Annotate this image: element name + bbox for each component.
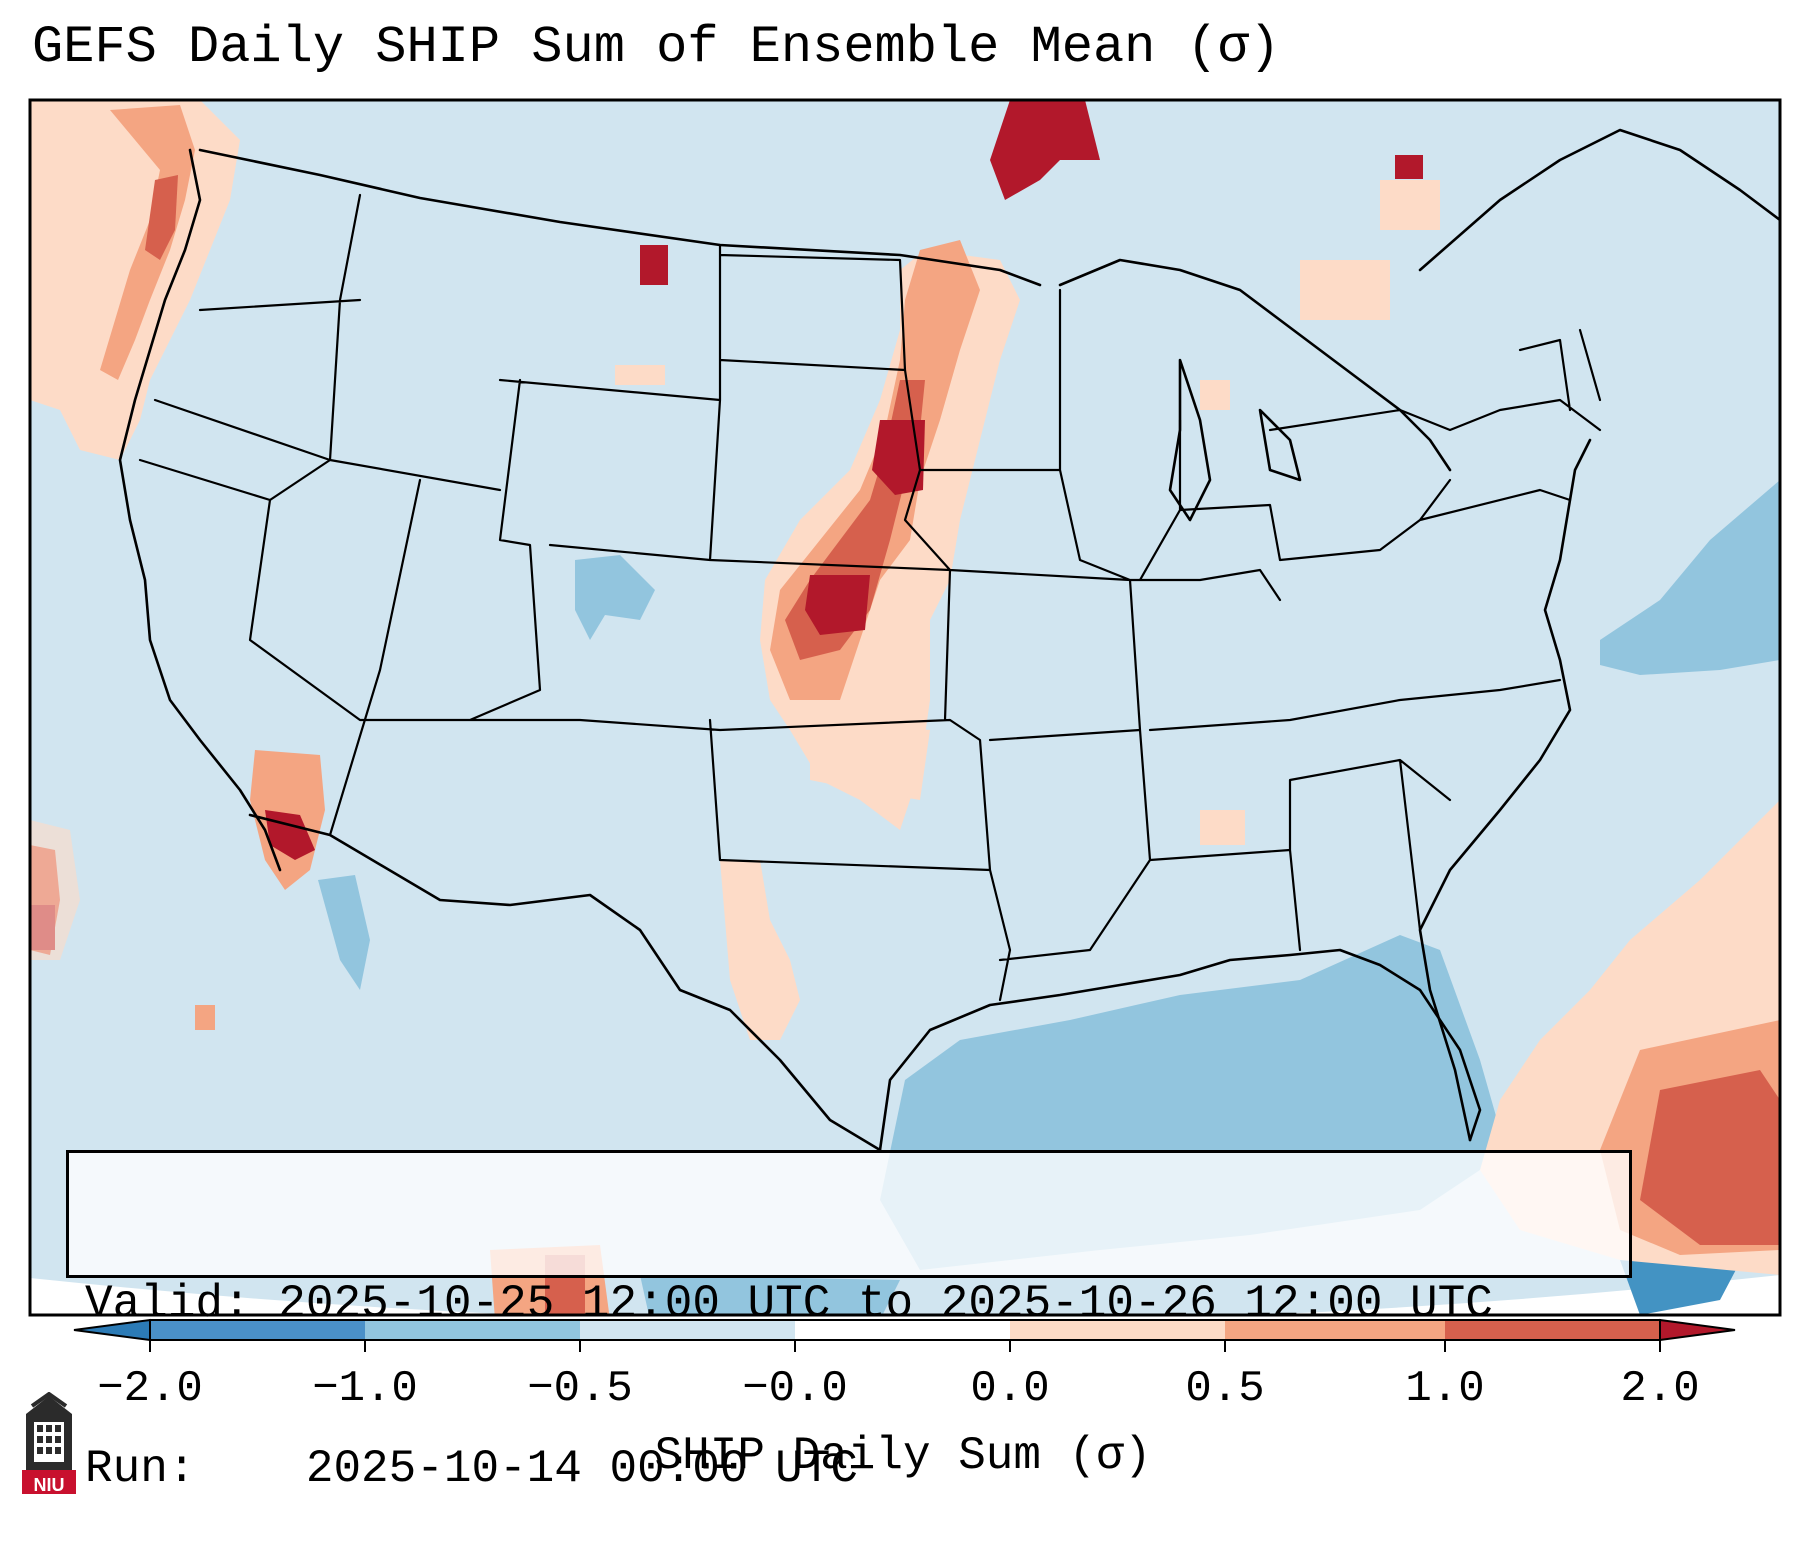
east-coastline [1418, 438, 1592, 1142]
valid-row: Valid: 2025-10-25 12:00 UTC to 2025-10-2… [85, 1277, 1629, 1332]
niu-logo-text: NIU [33, 1475, 65, 1495]
state-borders [138, 193, 1602, 1002]
colorbar-bin-4 [795, 1320, 1010, 1340]
colorbar-tick-label: 1.0 [1405, 1364, 1485, 1414]
valid-value: 2025-10-25 12:00 UTC to 2025-10-26 12:00… [278, 1278, 1493, 1330]
run-row: Run: 2025-10-14 00:00 UTC [85, 1442, 1629, 1497]
colorbar-tick-label: −0.5 [527, 1364, 633, 1414]
colorbar-tick-label: −0.0 [742, 1364, 848, 1414]
texas-positive-anomaly [720, 860, 800, 1040]
colorbar-bin-2 [365, 1320, 580, 1340]
map-figure [28, 98, 1782, 1352]
colorbar-outline [149, 1319, 1661, 1341]
pacific-west-weak [30, 820, 80, 960]
baja-negative-anomaly [318, 875, 370, 990]
us-mexico-border [248, 813, 882, 1152]
base-map-borders [118, 128, 1780, 1152]
colorbar-tick-label: −1.0 [312, 1364, 418, 1414]
pacific-bottom-negative [640, 1275, 900, 1315]
gulf-coastline [878, 948, 1482, 1152]
nevada-anomaly [195, 1005, 215, 1030]
ontario-small-anomaly [1395, 155, 1423, 179]
valid-label: Valid: [85, 1278, 251, 1330]
colorbar-tick-label: 2.0 [1620, 1364, 1700, 1414]
caribbean-strong-negative [1620, 1255, 1740, 1315]
colorbar-tick-label: 0.5 [1185, 1364, 1265, 1414]
atlantic-negative-anomaly [1600, 480, 1780, 675]
quebec-small-anomaly [1380, 180, 1440, 230]
pacific-northwest-strong [145, 175, 178, 260]
us-canada-border [198, 148, 1042, 287]
colorbar-bin-1 [150, 1320, 365, 1340]
colorbar-bin-6 [1225, 1320, 1445, 1340]
oklahoma-positive-anomaly [810, 720, 930, 800]
canada-northeast-coast [1418, 128, 1780, 272]
colorbar [73, 1318, 1736, 1352]
montana-small-anomaly [640, 245, 668, 285]
colorbar-ticks [149, 1340, 1661, 1352]
run-label: Run: [85, 1443, 196, 1495]
alabama-anomaly [1200, 810, 1245, 845]
colorbar-label: SHIP Daily Sum (σ) [654, 1430, 1152, 1482]
newengland-anomaly [1300, 260, 1390, 320]
colorbar-bin-7 [1445, 1320, 1660, 1340]
colorbar-bin-5 [1010, 1320, 1225, 1340]
wyoming-anomaly [615, 365, 665, 385]
map-title: GEFS Daily SHIP Sum of Ensemble Mean (σ) [32, 18, 1281, 77]
niu-tower-icon [22, 1391, 76, 1494]
caribbean-strong-anomaly [1640, 1070, 1780, 1245]
map-frame [28, 98, 1782, 1317]
run-value: 2025-10-14 00:00 UTC [305, 1443, 858, 1495]
canada-extreme-anomaly [990, 100, 1100, 200]
validity-info-box: Valid: 2025-10-25 12:00 UTC to 2025-10-2… [66, 1150, 1632, 1495]
michigan-anomaly [1200, 380, 1230, 410]
colorbar-extend-high [1659, 1318, 1736, 1342]
field-layer [30, 100, 1780, 1315]
west-coastline [118, 148, 282, 872]
colorado-negative-anomaly [575, 555, 655, 640]
plains-extreme-anomaly-north [872, 420, 925, 495]
niu-logo: NIU [20, 1391, 78, 1496]
colorbar-bin-3 [580, 1320, 795, 1340]
colorbar-tick-label: −2.0 [97, 1364, 203, 1414]
colorbar-tick-label: 0.0 [970, 1364, 1050, 1414]
plains-extreme-anomaly-kansas [805, 575, 870, 635]
